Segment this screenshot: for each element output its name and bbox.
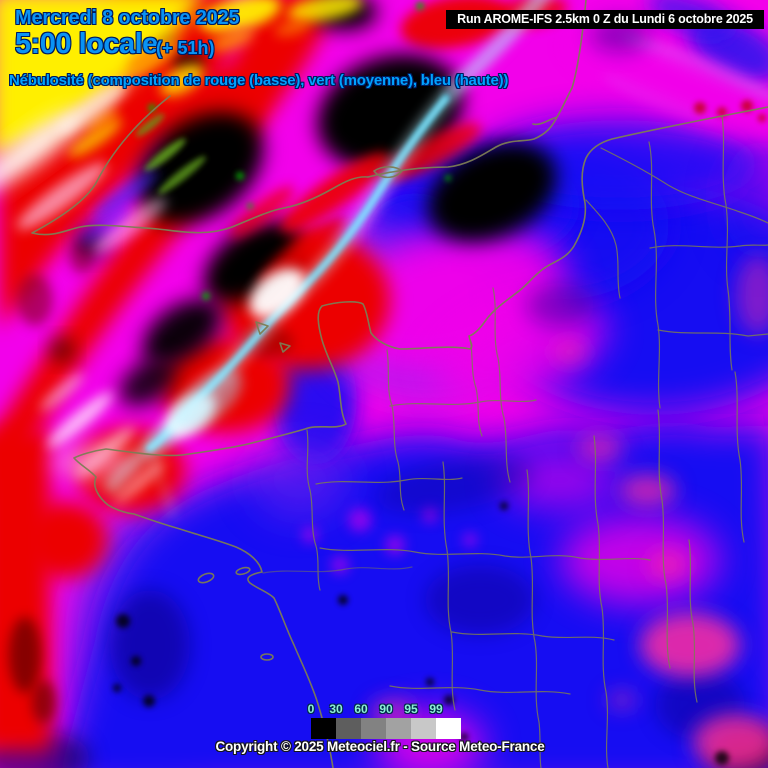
legend-color-cell	[411, 718, 436, 739]
coastline-france	[73, 106, 768, 768]
legend-color-cell	[361, 718, 386, 739]
map-subtitle: Nébulosité (composition de rouge (basse)…	[9, 72, 509, 89]
forecast-offset-label: (+ 51h)	[156, 38, 215, 58]
run-info-text: Run AROME-IFS 2.5km 0 Z du Lundi 6 octob…	[457, 12, 753, 26]
admin-borders	[262, 115, 768, 768]
legend-color-cell	[436, 718, 461, 739]
legend-color-cell	[311, 718, 336, 739]
run-info-banner: Run AROME-IFS 2.5km 0 Z du Lundi 6 octob…	[446, 10, 764, 29]
legend-tick-label: 30	[329, 702, 343, 716]
legend-tick-label: 0	[307, 702, 315, 716]
legend-color-cell	[336, 718, 361, 739]
legend-tick-label: 60	[354, 702, 368, 716]
copyright-notice: Copyright © 2025 Meteociel.fr - Source M…	[215, 739, 545, 754]
legend-tick-labels: 0 30 60 90 95 99	[308, 702, 463, 716]
date-label: Mercredi 8 octobre 2025	[15, 7, 240, 29]
legend-tick-label: 99	[429, 702, 443, 716]
legend-tick-label: 95	[404, 702, 418, 716]
coastline-england	[31, 0, 587, 236]
cloud-cover-legend: 0 30 60 90 95 99	[308, 702, 463, 740]
legend-color-bar	[311, 718, 461, 739]
legend-color-cell	[386, 718, 411, 739]
legend-tick-label: 90	[379, 702, 393, 716]
time-label: 5:00 locale	[15, 28, 158, 60]
